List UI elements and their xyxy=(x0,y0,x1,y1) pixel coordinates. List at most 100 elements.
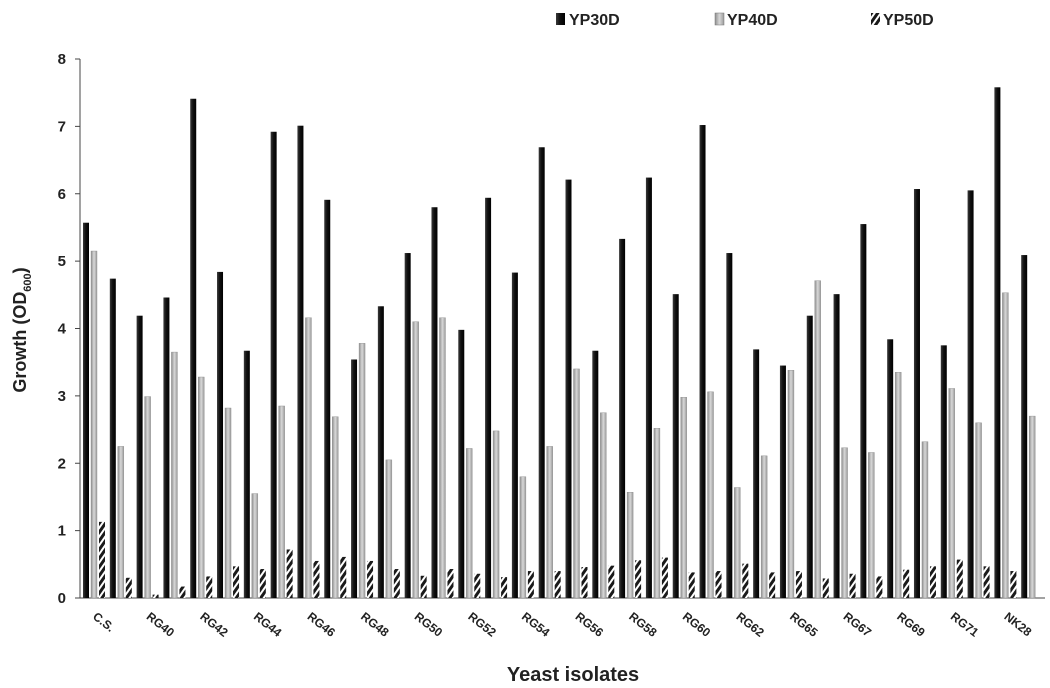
bar-yp40d xyxy=(975,422,982,599)
bar-yp50d xyxy=(447,569,454,598)
bar-yp40d xyxy=(278,405,285,599)
legend-item-yp30d: YP30D xyxy=(556,12,620,29)
bar-yp30d xyxy=(83,222,89,598)
bar-yp30d xyxy=(619,238,626,598)
bar-yp40d xyxy=(117,446,125,599)
legend-label-yp30d: YP30D xyxy=(569,12,620,29)
bar-yp30d xyxy=(726,253,733,599)
bar-yp30d xyxy=(404,253,411,599)
bar-yp40d xyxy=(466,448,473,599)
category-labels: C.S. RG40 RG42 RG44 RG46 RG48 RG50 RG52 RG54 RG56… xyxy=(90,609,1034,640)
bar-yp30d xyxy=(913,189,920,598)
bar-yp40d xyxy=(626,492,634,599)
bar-yp40d xyxy=(1028,415,1036,599)
bar-yp30d xyxy=(243,350,250,598)
bar-yp30d xyxy=(217,271,224,598)
bar-yp50d xyxy=(956,559,963,598)
y-axis-title: Growth (OD600) xyxy=(10,267,34,392)
y-axis-title-main: Growth (OD xyxy=(10,292,30,393)
y-tick-label: 4 xyxy=(58,321,67,338)
bar-yp50d xyxy=(152,594,159,598)
x-tick-label: C.S. xyxy=(90,609,117,634)
bar-yp40d xyxy=(546,446,553,599)
x-tick-label: RG67 xyxy=(841,609,875,640)
bar-yp50d xyxy=(206,576,213,598)
x-tick-label: RG69 xyxy=(894,609,928,640)
bars xyxy=(83,87,1036,599)
legend-label-yp40d: YP40D xyxy=(727,12,778,29)
bar-yp40d xyxy=(198,376,205,599)
bar-yp40d xyxy=(144,396,151,599)
bar-yp40d xyxy=(868,452,875,599)
bar-yp40d xyxy=(760,455,768,599)
legend: YP30D YP40D YP50D xyxy=(556,12,934,29)
bar-yp50d xyxy=(795,571,802,598)
x-tick-label: RG65 xyxy=(787,609,821,640)
legend-item-yp50d: YP50D xyxy=(871,12,934,29)
y-tick-label: 7 xyxy=(58,118,66,135)
bar-yp40d xyxy=(573,368,580,599)
legend-label-yp50d: YP50D xyxy=(883,12,934,29)
bar-yp50d xyxy=(474,573,481,598)
bar-yp50d xyxy=(608,565,615,598)
x-tick-label: NK28 xyxy=(1002,609,1035,639)
bar-yp40d xyxy=(734,487,741,599)
bar-yp50d xyxy=(501,577,508,598)
x-tick-label: RG46 xyxy=(305,609,339,640)
bar-yp30d xyxy=(806,315,813,598)
bar-yp40d xyxy=(412,321,419,599)
bar-yp40d xyxy=(251,493,259,599)
x-tick-label: RG60 xyxy=(680,609,714,640)
bar-yp30d xyxy=(672,294,679,598)
bar-yp50d xyxy=(581,567,588,598)
bar-yp30d xyxy=(994,87,1001,599)
bar-yp50d xyxy=(420,575,427,598)
bar-yp50d xyxy=(527,571,534,598)
bar-yp30d xyxy=(1021,255,1028,598)
bar-yp30d xyxy=(753,349,760,598)
bar-yp40d xyxy=(224,407,232,599)
bar-yp40d xyxy=(600,412,607,599)
bar-yp40d xyxy=(358,343,366,599)
bar-yp30d xyxy=(511,272,518,598)
bar-yp30d xyxy=(645,177,652,598)
bar-yp50d xyxy=(903,569,910,598)
bar-yp40d xyxy=(653,428,661,599)
x-tick-label: RG62 xyxy=(733,609,767,640)
bar-yp30d xyxy=(190,98,197,598)
bar-yp50d xyxy=(367,560,374,598)
bar-yp30d xyxy=(297,125,304,598)
x-tick-label: RG50 xyxy=(412,609,446,640)
bar-yp30d xyxy=(538,147,545,598)
bar-yp50d xyxy=(259,569,266,598)
y-axis: 0 1 2 3 4 5 6 7 8 xyxy=(58,51,81,607)
x-tick-label: RG54 xyxy=(519,609,553,640)
y-tick-label: 0 xyxy=(58,590,66,607)
bar-yp40d xyxy=(707,391,714,599)
bar-yp40d xyxy=(171,351,178,599)
y-axis-title-close: ) xyxy=(10,267,30,273)
bar-yp50d xyxy=(393,569,400,598)
bar-yp30d xyxy=(136,315,143,598)
bar-yp50d xyxy=(233,566,240,598)
bar-yp40d xyxy=(841,447,848,599)
bar-yp50d xyxy=(340,556,347,598)
bar-yp50d xyxy=(179,586,186,598)
legend-swatch-yp50d xyxy=(871,13,880,25)
bar-yp40d xyxy=(787,370,795,599)
bar-yp30d xyxy=(940,345,947,598)
bar-yp40d xyxy=(439,317,446,599)
bar-yp50d xyxy=(635,560,642,598)
bar-yp40d xyxy=(492,430,500,599)
bar-yp50d xyxy=(769,572,776,598)
y-tick-label: 3 xyxy=(58,388,66,405)
bar-yp50d xyxy=(313,560,320,598)
bar-yp50d xyxy=(1010,571,1017,598)
bar-yp30d xyxy=(887,339,894,598)
bar-yp40d xyxy=(332,416,339,599)
x-tick-label: RG48 xyxy=(358,609,392,640)
y-axis-title-subscript: 600 xyxy=(22,273,34,291)
bar-yp40d xyxy=(921,441,929,599)
bar-yp30d xyxy=(163,297,170,598)
x-tick-label: RG71 xyxy=(948,609,982,640)
